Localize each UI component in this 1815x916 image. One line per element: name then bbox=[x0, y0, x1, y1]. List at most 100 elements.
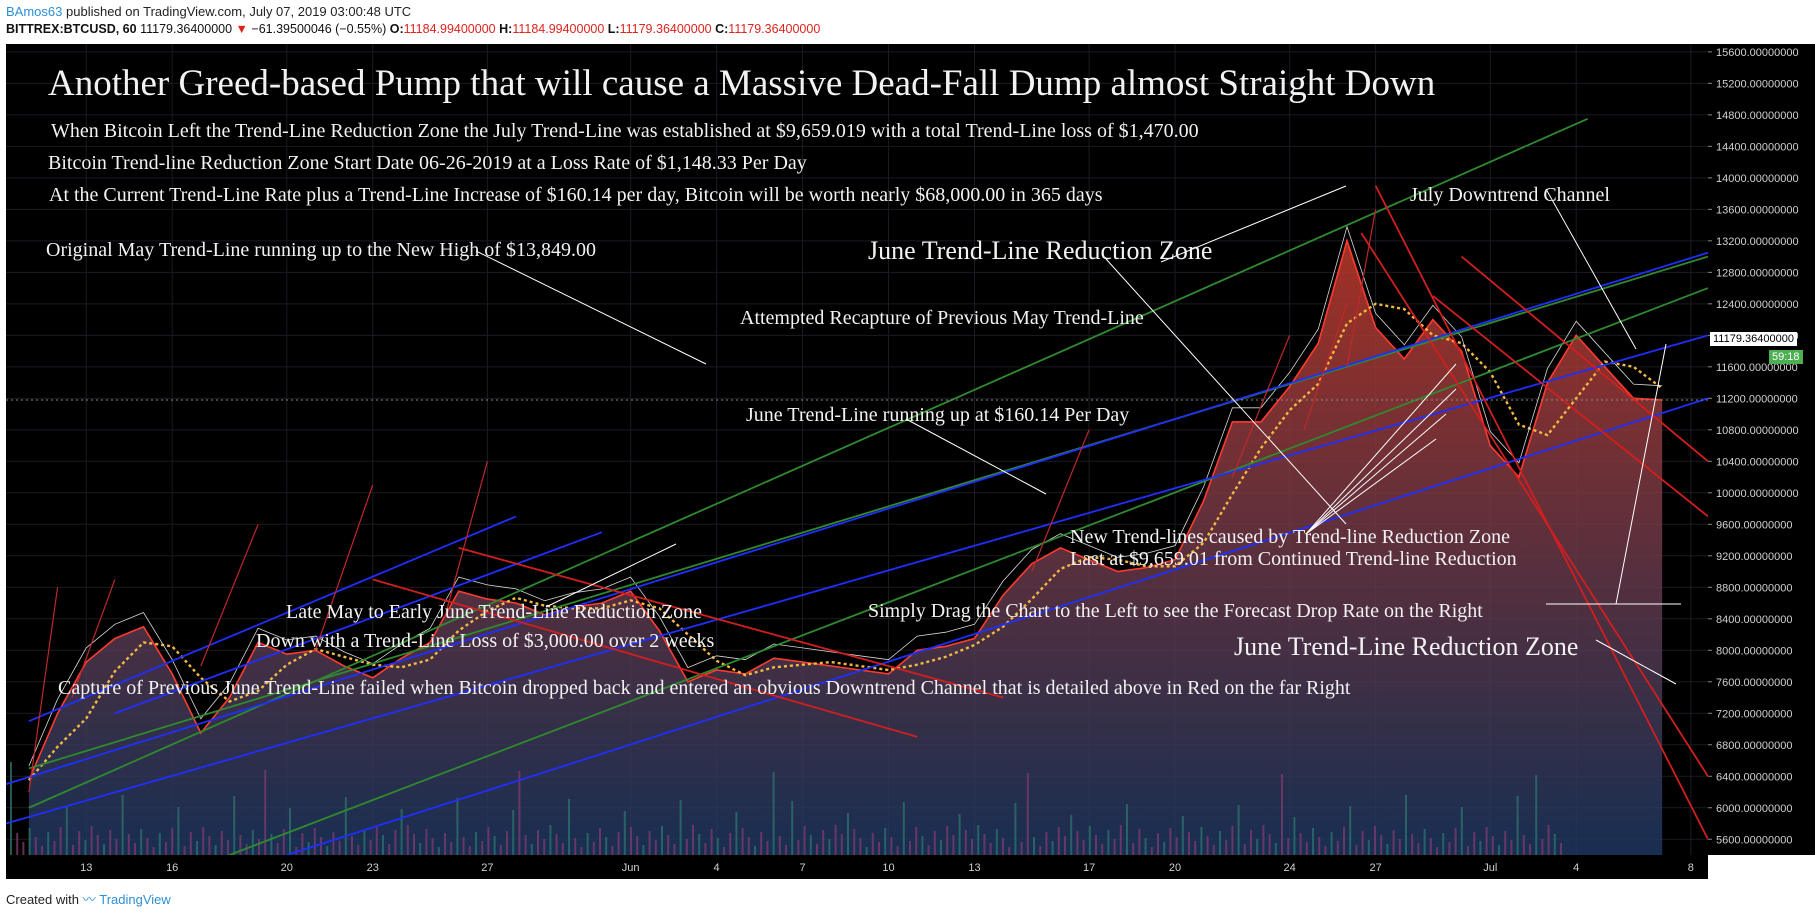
volume-bar-88 bbox=[555, 834, 558, 855]
pointer-june-trendline bbox=[905, 418, 1047, 495]
volume-bar-206 bbox=[1287, 838, 1290, 855]
time-tick-label-13: 27 bbox=[1369, 862, 1381, 874]
volume-bar-125 bbox=[785, 845, 787, 855]
volume-bar-184 bbox=[1150, 847, 1153, 855]
volume-bar-180 bbox=[1126, 804, 1128, 855]
volume-bar-181 bbox=[1132, 843, 1135, 855]
volume-bar-186 bbox=[1163, 842, 1166, 855]
volume-bar-236 bbox=[1473, 832, 1476, 855]
price-chart[interactable] bbox=[6, 44, 1708, 855]
volume-bar-207 bbox=[1293, 817, 1296, 855]
volume-bar-96 bbox=[605, 837, 608, 855]
time-tick-label-1: 16 bbox=[166, 862, 178, 874]
volume-bar-195 bbox=[1219, 831, 1221, 855]
volume-bar-224 bbox=[1398, 839, 1401, 855]
volume-bar-141 bbox=[884, 828, 887, 855]
volume-bar-99 bbox=[623, 811, 626, 855]
volume-bar-76 bbox=[481, 841, 484, 855]
volume-bar-9 bbox=[65, 806, 68, 855]
volume-bar-69 bbox=[437, 847, 440, 855]
close-label: C: bbox=[715, 22, 729, 36]
chart-header: BAmos63 published on TradingView.com, Ju… bbox=[0, 0, 1815, 42]
volume-bar-77 bbox=[487, 827, 490, 855]
volume-bar-36 bbox=[233, 796, 236, 855]
volume-bar-183 bbox=[1144, 838, 1147, 855]
low-label: L: bbox=[607, 22, 620, 36]
volume-bar-146 bbox=[915, 827, 918, 855]
new-trendlines-label: New Trend-lines caused by Trend-line Red… bbox=[1070, 526, 1510, 548]
symbol-label[interactable]: BITTREX:BTCUSD, 60 bbox=[6, 22, 137, 36]
volume-bar-138 bbox=[865, 847, 868, 855]
volume-bar-152 bbox=[952, 835, 955, 855]
trendline-green-upper bbox=[28, 255, 1708, 770]
pointer-recapture bbox=[1160, 185, 1347, 263]
volume-bar-106 bbox=[667, 835, 670, 855]
price-tick-label-19: 8000.00000000 bbox=[1716, 645, 1792, 657]
bar-countdown-tag: 59:18 bbox=[1769, 350, 1803, 364]
volume-bar-2 bbox=[22, 842, 25, 855]
volume-bar-46 bbox=[295, 847, 298, 855]
volume-bar-225 bbox=[1405, 795, 1407, 855]
volume-bar-149 bbox=[933, 831, 936, 855]
tradingview-logo-icon[interactable]: 〰 bbox=[82, 892, 96, 907]
volume-bar-110 bbox=[692, 825, 694, 855]
volume-bar-137 bbox=[859, 838, 862, 855]
time-tick-label-5: Jun bbox=[622, 862, 640, 874]
pointer-june-zone bbox=[1105, 258, 1347, 525]
volume-bar-119 bbox=[747, 837, 750, 855]
trendline-blue-bottom bbox=[286, 397, 1708, 855]
volume-bar-95 bbox=[599, 828, 601, 855]
volume-bar-122 bbox=[766, 841, 769, 855]
volume-bar-234 bbox=[1460, 807, 1463, 855]
volume-bar-167 bbox=[1045, 832, 1048, 855]
volume-bar-53 bbox=[338, 841, 341, 855]
volume-bar-12 bbox=[84, 840, 87, 855]
volume-bar-159 bbox=[995, 829, 998, 855]
volume-bar-47 bbox=[301, 833, 304, 855]
price-tick-label-5: 13600.00000000 bbox=[1716, 204, 1799, 216]
price-axis[interactable]: 15600.00000000 15200.00000000 14800.000000… bbox=[1708, 44, 1815, 855]
volume-bar-194 bbox=[1212, 845, 1215, 855]
price-axis-ticks: 15600.00000000 15200.00000000 14800.000000… bbox=[1708, 47, 1799, 846]
volume-bar-51 bbox=[326, 846, 329, 855]
spike-ray-0 bbox=[28, 587, 59, 793]
pointer-may-trendline bbox=[475, 250, 707, 365]
volume-bar-103 bbox=[648, 831, 651, 855]
volume-bar-232 bbox=[1448, 842, 1451, 855]
time-tick-label-6: 4 bbox=[714, 862, 720, 874]
volume-bar-37 bbox=[239, 835, 242, 855]
volume-bar-188 bbox=[1175, 837, 1178, 855]
trendline-blue-short-1 bbox=[28, 515, 517, 722]
late-may-loss-label: Down with a Trend-Line Loss of $3,000.00… bbox=[256, 630, 715, 652]
volume-bar-239 bbox=[1491, 836, 1494, 855]
author-link[interactable]: BAmos63 bbox=[6, 4, 63, 19]
volume-bar-171 bbox=[1070, 815, 1073, 855]
volume-bar-64 bbox=[406, 825, 409, 855]
volume-bar-6 bbox=[47, 832, 50, 855]
volume-bar-235 bbox=[1467, 846, 1469, 855]
volume-bar-1 bbox=[16, 833, 19, 855]
volume-bar-7 bbox=[53, 841, 56, 855]
volume-bar-74 bbox=[468, 846, 471, 855]
new-trendlines-label-2: Last at $9,659.01 from Continued Trend-l… bbox=[1070, 548, 1517, 570]
trendline-blue-lower bbox=[6, 334, 1708, 825]
volume-bar-87 bbox=[549, 825, 552, 855]
volume-bar-248 bbox=[1547, 825, 1550, 855]
time-axis[interactable]: 13 16 20 23 27 Jun 4 7 10 13 17 20 24 27 Jul 4 8 bbox=[6, 855, 1708, 879]
volume-bar-22 bbox=[146, 838, 149, 855]
time-axis-ticks: 13 16 20 23 27 Jun 4 7 10 13 17 20 24 27 Jul 4 8 bbox=[80, 862, 1694, 874]
price-tick-label-18: 8400.00000000 bbox=[1716, 614, 1792, 626]
tradingview-brand[interactable]: TradingView bbox=[99, 892, 171, 907]
volume-bar-44 bbox=[282, 829, 285, 855]
volume-bar-67 bbox=[425, 829, 428, 855]
volume-bar-221 bbox=[1380, 835, 1383, 855]
time-tick-label-3: 23 bbox=[367, 862, 379, 874]
volume-bar-71 bbox=[450, 842, 453, 855]
volume-bar-142 bbox=[890, 837, 893, 855]
volume-bar-213 bbox=[1330, 832, 1333, 855]
volume-bar-160 bbox=[1002, 838, 1004, 855]
volume-bar-132 bbox=[828, 839, 831, 855]
chart-canvas[interactable]: Another Greed-based Pump that will cause… bbox=[6, 44, 1708, 855]
may-trendline-green bbox=[28, 117, 1589, 809]
volume-bar-179 bbox=[1119, 825, 1122, 855]
